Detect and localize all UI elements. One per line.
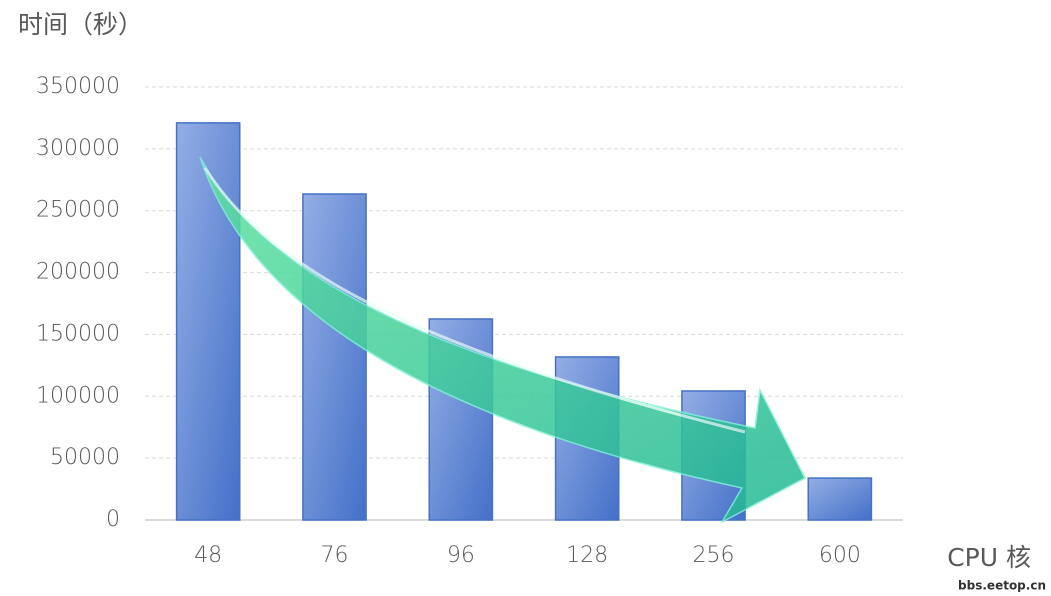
y-tick-label: 0	[106, 507, 120, 532]
x-tick-label: 256	[693, 543, 735, 568]
bar	[302, 193, 367, 521]
x-tick-label: 128	[566, 543, 608, 568]
y-tick-label: 300000	[36, 136, 120, 161]
y-tick-label: 200000	[36, 260, 120, 285]
x-axis-label: CPU 核	[947, 543, 1031, 572]
x-tick-label: 96	[447, 543, 475, 568]
y-axis-label: 时间（秒）	[18, 10, 143, 39]
bar	[175, 122, 241, 521]
y-tick-label: 100000	[36, 383, 120, 408]
trend-arrow	[199, 156, 807, 524]
y-tick-label: 350000	[36, 74, 120, 99]
arrow	[199, 156, 807, 524]
x-tick-label: 76	[321, 543, 349, 568]
y-tick-label: 150000	[36, 321, 120, 346]
x-tick-label: 600	[819, 543, 861, 568]
y-tick-label: 50000	[50, 445, 120, 470]
watermark: bbs.eetop.cn	[958, 579, 1046, 593]
bar	[807, 477, 873, 521]
arrow-highlight	[203, 167, 746, 434]
y-tick-label: 250000	[36, 198, 120, 223]
x-tick-label: 48	[194, 543, 222, 568]
